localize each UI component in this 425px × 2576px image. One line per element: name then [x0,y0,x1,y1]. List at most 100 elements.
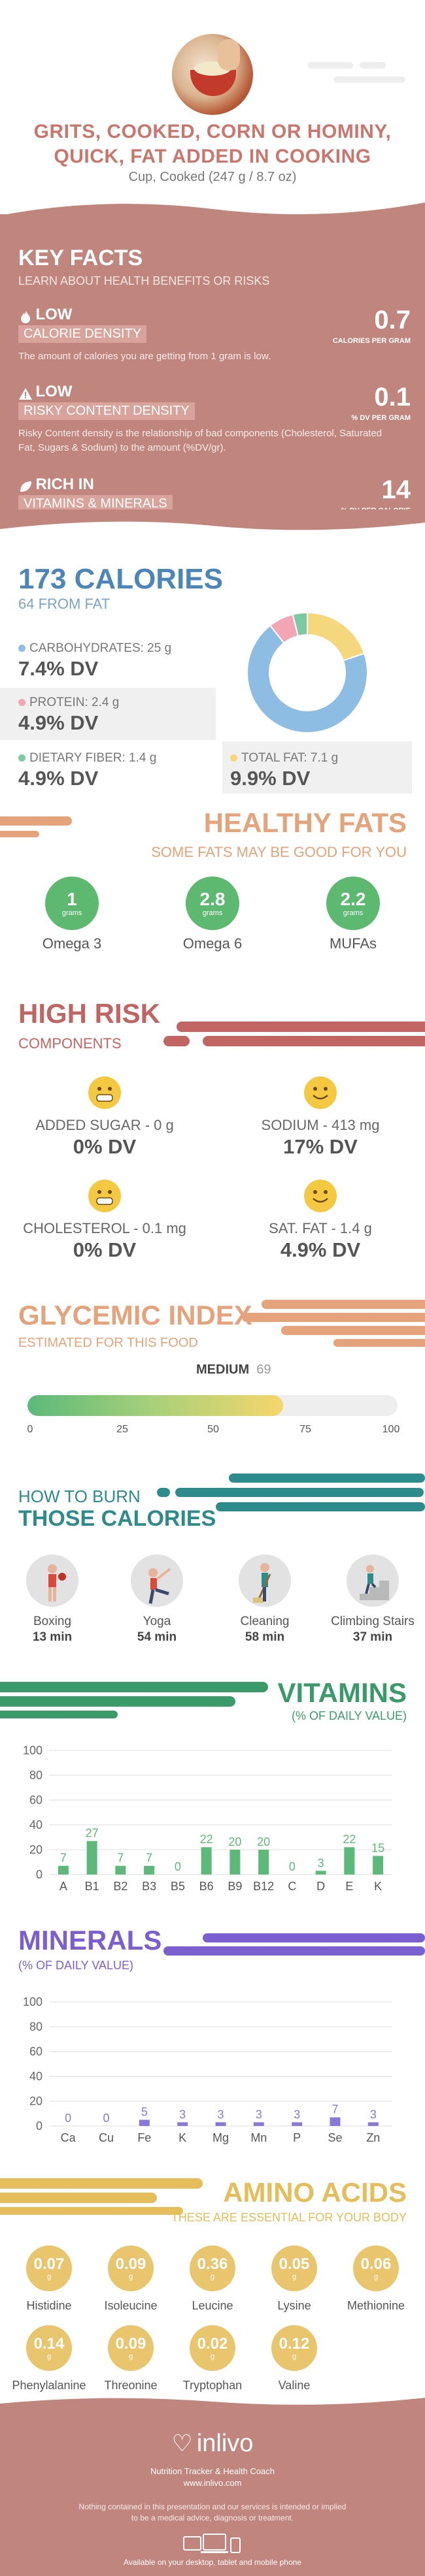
vitamin-value-label: 0 [175,1860,181,1873]
amino-phenylalanine: 0.14 g Phenylalanine [7,2325,92,2392]
calorie-density-unit: CALORIES PER GRAM [332,337,411,345]
grin-icon [88,1076,121,1109]
vitamin-bar-B2 [115,1865,126,1875]
mineral-category-label: Mn [250,2131,267,2144]
vitamin-bar-B6 [201,1847,212,1875]
burn-title-line2: THOSE CALORIES [18,1506,216,1531]
footer-url[interactable]: www.inlivo.com [183,2478,242,2488]
healthy-fats-subtitle: SOME FATS MAY BE GOOD FOR YOU [151,844,407,860]
fat-omega6: 2.8 grams Omega 6 [170,877,255,952]
protein-band [0,688,216,740]
fat-mufas: 2.2 grams MUFAs [311,877,396,952]
food-photo [172,34,253,115]
activity-climbing-stairs: Climbing Stairs 37 min [327,1554,418,1645]
vitamin-ytick: 100 [23,1744,42,1757]
gi-stripes [242,1300,425,1347]
glycemic-bar-fill [27,1395,283,1416]
vitamin-category-label: A [60,1880,67,1893]
amino-tryptophan: 0.02 g Tryptophan [170,2325,255,2392]
vitamin-bar-K [373,1856,384,1875]
amino-isoleucine: 0.09 g Isoleucine [88,2246,173,2313]
page-title: GRITS, COOKED, CORN OR HOMINY, QUICK, FA… [33,121,392,167]
boxing-icon [26,1554,78,1607]
gi-tick: 75 [299,1424,311,1435]
vitamin-value-label: 3 [318,1856,324,1869]
vitamin-category-label: K [374,1880,382,1893]
gi-tick: 50 [207,1424,219,1435]
mineral-ytick: 20 [29,2095,42,2108]
footer-tagline: Nutrition Tracker & Health Coach [150,2466,275,2476]
vitamins-minerals-value: 14 [381,475,411,504]
mineral-ytick: 0 [36,2119,42,2133]
footer-available: Available on your desktop, tablet and mo… [124,2558,301,2567]
minerals-bar-chart: 0 20 40 60 80 100 0 Ca 0 Cu 5 Fe 3 K 3 Mg 3 Mn 3 P 7 Se 3 Zn [23,1995,392,2144]
mineral-value-label: 3 [179,2108,186,2121]
vitamin-value-label: 22 [200,1833,213,1846]
vitamin-category-label: B2 [113,1880,128,1893]
mineral-bar-Fe [139,2119,150,2126]
vitamin-value-label: 7 [60,1852,67,1865]
vitamins-subtitle: (% OF DAILY VALUE) [291,1709,407,1722]
risk-added-sugar: ADDED SUGAR - 0 g 0% DV [7,1076,203,1159]
inlivo-logo[interactable]: ♡ inlivo [171,2430,254,2457]
minerals-subtitle: (% OF DAILY VALUE) [18,1959,134,1972]
calorie-density-value: 0.7 [374,306,411,334]
heart-icon: ♡ [171,2430,193,2456]
mineral-category-label: Ca [61,2131,76,2144]
vitamin-category-label: B6 [199,1880,214,1893]
key-facts-subtitle: LEARN ABOUT HEALTH BENEFITS OR RISKS [18,274,270,287]
amino-acids-title: AMINO ACIDS [223,2177,407,2208]
vitamins-minerals-row: RICH IN VITAMINS & MINERALS 14 % DV PER … [18,475,411,515]
amino-histidine: 0.07 g Histidine [7,2246,92,2313]
stairs-icon [347,1554,399,1607]
mineral-category-label: P [293,2131,301,2144]
risky-density-row: LOW RISKY CONTENT DENSITY 0.1 % DV PER G… [18,383,411,455]
risky-density-label: RISKY CONTENT DENSITY [18,402,195,420]
vitamin-category-label: B5 [171,1880,185,1893]
risk-cholesterol: CHOLESTEROL - 0.1 mg 0% DV [7,1180,203,1262]
glycemic-index-title: GLYCEMIC INDEX [18,1300,252,1330]
macro-protein: PROTEIN: 2.4 g 4.9% DV [18,696,120,734]
vitamin-value-label: 0 [289,1860,296,1873]
footer: ♡ inlivo Nutrition Tracker & Health Coach… [0,2410,425,2576]
vitamin-category-label: B3 [142,1880,156,1893]
calorie-density-label: CALORIE DENSITY [18,325,147,343]
burn-stripes [157,1473,425,1511]
vitamin-ytick: 0 [36,1868,42,1881]
gi-tick: 25 [116,1424,128,1435]
amino-leucine: 0.36 g Leucine [170,2246,255,2313]
minerals-title: MINERALS [18,1925,162,1956]
vitamin-bar-E [344,1847,355,1875]
mineral-ytick: 80 [29,2020,42,2033]
footer-wave [0,2398,425,2413]
mineral-value-label: 3 [370,2108,377,2121]
amino-methionine: 0.06 g Methionine [333,2246,418,2313]
mineral-value-label: 3 [217,2108,224,2121]
vitamin-value-label: 20 [228,1835,241,1848]
mineral-bar-Mn [253,2122,264,2126]
vitamin-bar-D [315,1871,326,1875]
mineral-value-label: 3 [256,2108,262,2121]
vitamin-value-label: 15 [371,1842,384,1855]
vitamin-bar-A [58,1865,69,1875]
risky-density-value: 0.1 [374,383,411,411]
mineral-ytick: 40 [29,2070,42,2083]
keyfacts-wave-bottom [0,509,425,530]
smile-icon [304,1076,337,1109]
amino-threonine: 0.09 g Threonine [88,2325,173,2392]
mineral-bar-Mg [215,2122,226,2126]
serving-size: Cup, Cooked (247 g / 8.7 oz) [128,170,297,184]
risk-sodium: SODIUM - 413 mg 17% DV [222,1076,418,1159]
footer-disclaimer: Nothing contained in this presentation a… [78,2502,347,2522]
vitamin-bar-B1 [86,1841,97,1875]
mineral-bar-Zn [367,2122,379,2126]
gi-tick: 100 [382,1424,400,1435]
high-risk-title: HIGH RISK [18,998,161,1029]
calorie-density-row: LOW CALORIE DENSITY 0.7 CALORIES PER GRA… [18,306,411,364]
mineral-value-label: 0 [65,2112,71,2125]
fat-omega3: 1 grams Omega 3 [29,877,114,952]
flame-icon [21,310,30,323]
risky-density-description: Risky Content density is the relationshi… [18,428,382,453]
vitamin-ytick: 60 [29,1794,42,1807]
